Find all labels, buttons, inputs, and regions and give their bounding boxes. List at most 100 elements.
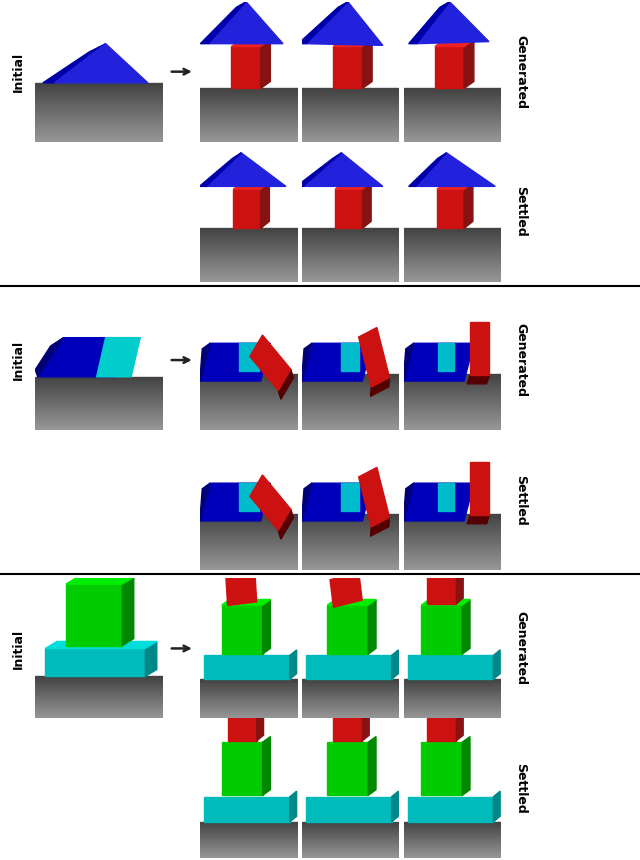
Bar bbox=[302, 846, 399, 847]
Bar bbox=[404, 138, 501, 140]
Bar bbox=[404, 271, 501, 273]
Bar bbox=[35, 118, 163, 120]
Bar bbox=[302, 847, 399, 849]
Bar bbox=[200, 124, 298, 126]
Polygon shape bbox=[200, 2, 246, 44]
Bar bbox=[404, 419, 501, 421]
Bar bbox=[35, 689, 163, 691]
Bar bbox=[232, 46, 260, 89]
Polygon shape bbox=[290, 650, 296, 679]
Bar bbox=[408, 796, 493, 822]
Bar bbox=[302, 544, 399, 545]
Bar bbox=[427, 575, 456, 604]
Bar bbox=[302, 697, 399, 699]
Bar bbox=[404, 823, 501, 825]
Bar bbox=[35, 710, 163, 711]
Bar bbox=[302, 134, 399, 136]
Bar bbox=[35, 418, 163, 420]
Bar bbox=[200, 232, 298, 234]
Bar bbox=[35, 403, 163, 405]
Bar bbox=[404, 256, 501, 259]
Bar bbox=[35, 90, 163, 93]
Bar bbox=[35, 703, 163, 704]
Bar bbox=[35, 122, 163, 124]
Bar bbox=[200, 271, 298, 273]
Bar bbox=[200, 525, 298, 527]
Polygon shape bbox=[341, 343, 358, 372]
Bar bbox=[200, 545, 298, 548]
Bar bbox=[200, 707, 298, 708]
Bar bbox=[404, 241, 501, 243]
Polygon shape bbox=[362, 40, 372, 89]
Bar bbox=[408, 655, 493, 679]
Bar bbox=[302, 274, 399, 276]
Bar bbox=[404, 243, 501, 244]
Bar bbox=[204, 796, 290, 822]
Bar bbox=[302, 241, 399, 243]
Bar bbox=[302, 844, 399, 845]
Bar bbox=[404, 120, 501, 122]
Bar bbox=[302, 124, 399, 126]
Polygon shape bbox=[404, 483, 474, 521]
Bar bbox=[335, 189, 362, 229]
Bar bbox=[35, 134, 163, 136]
Bar bbox=[200, 122, 298, 124]
Bar bbox=[302, 259, 399, 261]
Bar bbox=[200, 421, 298, 422]
Bar bbox=[404, 378, 501, 379]
Bar bbox=[200, 417, 298, 419]
Bar bbox=[404, 396, 501, 398]
Bar bbox=[35, 686, 163, 688]
Bar bbox=[404, 542, 501, 544]
Bar bbox=[302, 262, 399, 264]
Bar bbox=[404, 717, 501, 718]
Bar bbox=[404, 685, 501, 687]
Bar bbox=[200, 97, 298, 99]
Bar bbox=[200, 102, 298, 104]
Text: Generated: Generated bbox=[514, 611, 527, 685]
Bar bbox=[200, 90, 298, 92]
Bar bbox=[200, 374, 298, 376]
Bar bbox=[35, 102, 163, 104]
Bar bbox=[302, 421, 399, 422]
Polygon shape bbox=[362, 182, 371, 229]
Bar bbox=[302, 390, 399, 393]
Bar bbox=[302, 693, 399, 695]
Bar bbox=[328, 742, 368, 796]
Bar bbox=[35, 695, 163, 696]
Polygon shape bbox=[234, 182, 269, 189]
Bar bbox=[200, 699, 298, 700]
Bar bbox=[302, 106, 399, 108]
Bar bbox=[404, 855, 501, 856]
Bar bbox=[427, 710, 456, 740]
Bar bbox=[200, 253, 298, 255]
Polygon shape bbox=[358, 328, 390, 387]
Bar bbox=[404, 232, 501, 234]
Polygon shape bbox=[200, 343, 210, 381]
Bar bbox=[404, 94, 501, 95]
Bar bbox=[404, 273, 501, 274]
Bar bbox=[35, 679, 163, 680]
Bar bbox=[404, 398, 501, 400]
Polygon shape bbox=[54, 44, 148, 83]
Bar bbox=[302, 703, 399, 704]
Bar bbox=[404, 409, 501, 411]
Bar bbox=[404, 710, 501, 712]
Bar bbox=[302, 278, 399, 280]
Bar bbox=[200, 378, 298, 379]
Bar bbox=[35, 87, 163, 89]
Polygon shape bbox=[392, 650, 398, 679]
Bar bbox=[200, 411, 298, 413]
Bar bbox=[200, 138, 298, 140]
Bar bbox=[35, 139, 163, 142]
Bar bbox=[200, 693, 298, 695]
Bar bbox=[200, 715, 298, 716]
Bar bbox=[404, 835, 501, 837]
Bar bbox=[302, 853, 399, 855]
Bar bbox=[404, 548, 501, 550]
Bar bbox=[404, 376, 501, 378]
Polygon shape bbox=[278, 509, 293, 539]
Bar bbox=[200, 847, 298, 849]
Bar bbox=[302, 527, 399, 529]
Bar bbox=[302, 835, 399, 837]
